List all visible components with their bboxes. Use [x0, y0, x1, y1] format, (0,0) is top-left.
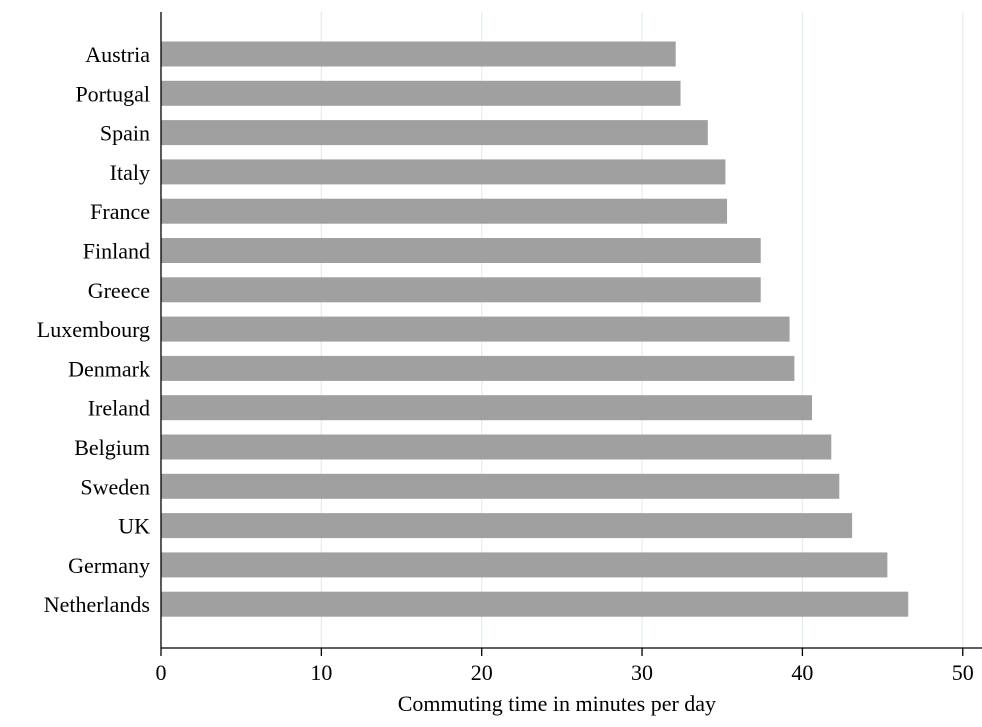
- labels: Austria Portugal Spain Italy France Finland Gr…: [37, 42, 974, 685]
- bar-netherlands: [161, 591, 909, 617]
- x-tick-label-20: 20: [471, 660, 493, 685]
- bar-denmark: [161, 355, 795, 381]
- bars: [161, 41, 909, 617]
- x-tick-label-50: 50: [952, 660, 974, 685]
- bar-italy: [161, 159, 726, 185]
- x-axis-title: Commuting time in minutes per day: [398, 691, 716, 716]
- category-label-greece: Greece: [88, 278, 150, 303]
- category-label-austria: Austria: [85, 42, 150, 67]
- bar-germany: [161, 552, 888, 578]
- category-label-denmark: Denmark: [68, 356, 150, 381]
- bar-finland: [161, 238, 761, 263]
- axes: [160, 12, 982, 656]
- category-label-france: France: [90, 199, 150, 224]
- x-tick-label-40: 40: [791, 660, 813, 685]
- bar-belgium: [161, 434, 832, 460]
- bar-greece: [161, 277, 761, 303]
- category-label-finland: Finland: [83, 239, 150, 264]
- bar-sweden: [161, 473, 840, 499]
- bar-spain: [161, 120, 708, 146]
- category-label-luxembourg: Luxembourg: [37, 317, 150, 342]
- bar-portugal: [161, 80, 681, 106]
- bar-uk: [161, 513, 853, 539]
- category-label-portugal: Portugal: [75, 81, 150, 106]
- category-label-netherlands: Netherlands: [44, 592, 150, 617]
- category-label-uk: UK: [118, 514, 150, 539]
- category-label-germany: Germany: [68, 553, 150, 578]
- category-label-italy: Italy: [110, 160, 150, 185]
- category-label-sweden: Sweden: [80, 474, 150, 499]
- x-tick-label-10: 10: [310, 660, 332, 685]
- x-tick-label-0: 0: [156, 660, 167, 685]
- x-tick-label-30: 30: [631, 660, 653, 685]
- bar-austria: [161, 41, 676, 67]
- bar-luxembourg: [161, 316, 790, 342]
- category-label-belgium: Belgium: [74, 435, 150, 460]
- bar-france: [161, 198, 728, 224]
- category-label-ireland: Ireland: [88, 396, 150, 421]
- bar-ireland: [161, 395, 813, 421]
- category-label-spain: Spain: [100, 121, 150, 146]
